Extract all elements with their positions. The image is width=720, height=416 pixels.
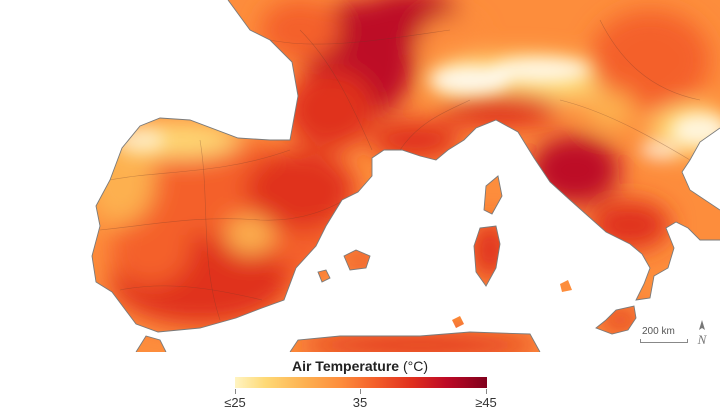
scale-bar-label: 200 km bbox=[642, 326, 675, 337]
legend-tick-mid bbox=[360, 389, 361, 394]
legend-color-bar bbox=[235, 377, 487, 388]
legend-tick-label-mid: 35 bbox=[352, 395, 368, 410]
coastlines bbox=[91, 0, 720, 352]
legend-title-text: Air Temperature bbox=[291, 358, 400, 374]
legend: Air Temperature (°C) ≤25 35 ≥45 bbox=[0, 352, 720, 416]
scale-bar: 200 km bbox=[636, 323, 688, 345]
legend-tick-label-max: ≥45 bbox=[475, 395, 497, 410]
scale-bar-line bbox=[640, 339, 688, 343]
land bbox=[92, 0, 720, 352]
legend-tick-label-min: ≤25 bbox=[224, 395, 246, 410]
legend-title: Air Temperature (°C) bbox=[0, 358, 720, 374]
north-arrow-label: N bbox=[697, 332, 708, 347]
temperature-map bbox=[91, 0, 720, 352]
north-arrow-icon: N bbox=[697, 320, 708, 347]
legend-tick-min bbox=[235, 389, 236, 394]
legend-tick-max bbox=[486, 389, 487, 394]
legend-title-unit: (°C) bbox=[399, 358, 429, 374]
